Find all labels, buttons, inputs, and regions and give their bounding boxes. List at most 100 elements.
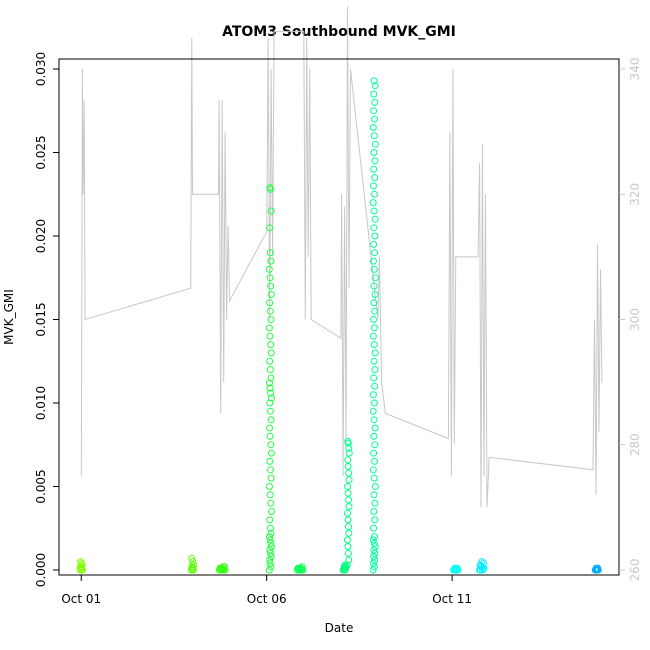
data-point xyxy=(267,449,275,457)
y-tick-label: 0.005 xyxy=(34,469,48,503)
x-tick-label: Oct 11 xyxy=(432,592,472,606)
data-point xyxy=(371,307,379,315)
y-tick-label: 0.000 xyxy=(34,553,48,587)
y-tick-label: 0.020 xyxy=(34,219,48,253)
y-tick-label: 0.015 xyxy=(34,302,48,336)
data-point xyxy=(370,399,378,407)
data-point xyxy=(371,157,379,165)
data-point xyxy=(369,466,377,474)
data-point xyxy=(371,533,378,541)
data-point xyxy=(267,257,275,265)
data-point xyxy=(369,199,377,207)
data-point xyxy=(343,536,351,544)
data-point xyxy=(267,539,275,547)
data-point xyxy=(266,332,274,340)
data-point xyxy=(371,232,379,240)
data-point xyxy=(371,249,379,257)
data-point xyxy=(267,349,275,357)
data-point xyxy=(477,563,485,571)
data-point xyxy=(370,265,378,273)
data-point xyxy=(370,77,378,85)
data-point xyxy=(369,559,377,567)
data-point xyxy=(266,399,274,407)
data-point xyxy=(345,523,352,531)
data-point xyxy=(370,524,377,532)
data-point xyxy=(371,549,379,557)
data-point xyxy=(594,564,602,572)
data-point xyxy=(266,224,274,232)
data-point xyxy=(345,503,353,510)
data-point xyxy=(345,529,353,537)
data-point xyxy=(371,274,379,282)
data-point xyxy=(266,299,274,307)
y-tick-label: 0.010 xyxy=(34,386,48,420)
right-y-tick-label: 260 xyxy=(628,559,642,582)
y-axis: 0.000 0.005 0.010 0.015 0.020 0.025 0.030 xyxy=(34,52,59,587)
data-point xyxy=(344,483,352,490)
data-point xyxy=(371,324,378,332)
data-point xyxy=(371,291,379,298)
data-point xyxy=(453,564,461,572)
data-point xyxy=(188,554,196,562)
data-point xyxy=(266,483,273,490)
data-point xyxy=(369,391,377,399)
data-point xyxy=(370,224,378,232)
data-point xyxy=(370,132,378,140)
data-point xyxy=(370,546,378,554)
data-point xyxy=(266,432,274,440)
data-point xyxy=(371,457,379,465)
data-point xyxy=(265,324,273,332)
data-point xyxy=(266,407,274,415)
data-point xyxy=(370,416,378,424)
data-point xyxy=(266,357,274,365)
data-point xyxy=(370,90,378,98)
data-point xyxy=(266,491,274,499)
data-point xyxy=(344,456,352,464)
data-point xyxy=(370,357,378,365)
data-point xyxy=(267,394,275,402)
right-y-tick-label: 300 xyxy=(628,308,642,331)
data-point xyxy=(478,558,486,566)
data-point xyxy=(370,240,378,248)
data-point xyxy=(267,207,275,215)
data-point xyxy=(267,341,275,349)
data-point xyxy=(267,316,275,323)
data-point xyxy=(345,469,353,477)
data-point xyxy=(369,407,377,415)
data-point xyxy=(267,524,274,532)
data-point xyxy=(370,508,378,515)
data-point xyxy=(371,98,379,106)
data-point xyxy=(266,546,274,554)
data-point xyxy=(371,366,379,374)
data-point xyxy=(266,366,274,374)
data-point xyxy=(219,563,227,571)
data-point xyxy=(266,457,274,465)
data-point xyxy=(344,516,352,524)
data-point xyxy=(267,474,275,482)
data-point xyxy=(267,553,275,561)
data-point xyxy=(370,491,378,499)
data-point xyxy=(189,558,197,566)
data-point xyxy=(344,437,352,445)
data-point xyxy=(188,564,196,572)
data-point xyxy=(370,299,378,307)
data-point xyxy=(267,499,275,507)
data-point xyxy=(371,115,379,123)
data-point xyxy=(344,509,351,517)
data-point xyxy=(370,316,377,323)
data-point xyxy=(266,424,273,432)
data-point xyxy=(77,563,85,571)
data-point xyxy=(479,566,486,574)
data-point xyxy=(266,249,274,257)
data-point xyxy=(344,543,352,551)
data-point xyxy=(267,466,274,474)
data-point xyxy=(369,124,377,131)
data-point xyxy=(369,257,377,265)
data-point xyxy=(190,561,198,569)
data-point xyxy=(266,533,273,541)
data-point xyxy=(369,566,377,574)
right-series-line xyxy=(80,6,603,508)
data-point xyxy=(345,449,353,457)
data-point xyxy=(370,165,378,173)
data-point xyxy=(266,559,274,567)
